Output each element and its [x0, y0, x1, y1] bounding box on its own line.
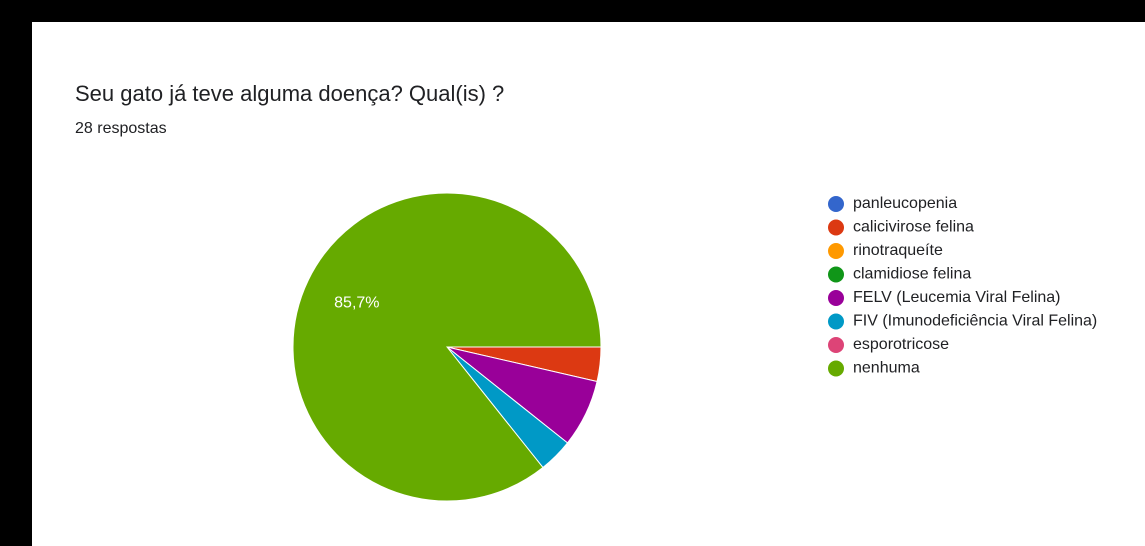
legend-label: FIV (Imunodeficiência Viral Felina)	[853, 313, 1097, 330]
slice-label: 85,7%	[334, 295, 379, 312]
legend-label: esporotricose	[853, 336, 949, 353]
legend-label: clamidiose felina	[853, 266, 971, 283]
legend-swatch	[828, 196, 844, 212]
legend-swatch	[828, 360, 844, 377]
legend-label: rinotraqueíte	[853, 242, 943, 259]
legend-swatch	[828, 290, 844, 306]
legend-swatch	[828, 243, 844, 259]
legend-swatch	[828, 313, 844, 330]
chart-subtitle: 28 respostas	[75, 120, 167, 137]
legend-label: panleucopenia	[853, 195, 957, 212]
legend-swatch	[828, 266, 844, 283]
pie-slice	[292, 192, 602, 502]
legend-label: FELV (Leucemia Viral Felina)	[853, 289, 1061, 306]
legend-swatch	[828, 337, 844, 353]
chart-title: Seu gato já teve alguma doença? Qual(is)…	[75, 81, 504, 106]
legend-label: calicivirose felina	[853, 219, 974, 236]
legend-swatch	[828, 219, 844, 236]
legend-label: nenhuma	[853, 360, 920, 377]
panel	[32, 22, 1145, 546]
